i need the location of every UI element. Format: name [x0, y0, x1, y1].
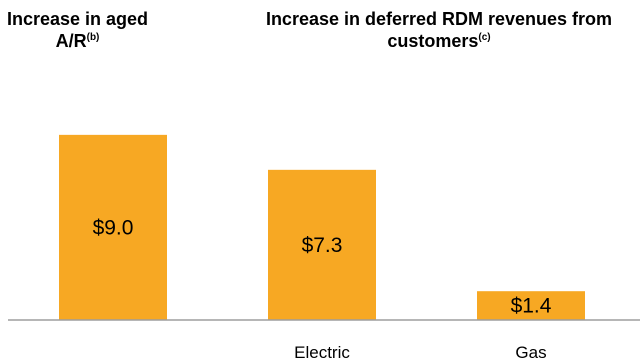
bar-electric [268, 169, 376, 320]
aged-ar-heading-text: Increase in aged A/R [6, 9, 149, 51]
aged-ar-heading: Increase in aged A/R(b) [0, 8, 155, 52]
deferred-rdm-footnote-marker: (c) [478, 32, 491, 43]
category-label-gas: Gas [515, 343, 546, 362]
bar-aged-ar [59, 134, 167, 320]
value-label-gas: $1.4 [511, 295, 552, 318]
deferred-rdm-heading: Increase in deferred RDM revenues from c… [214, 8, 644, 52]
category-label-electric: Electric [294, 343, 350, 362]
bar-gas [477, 291, 585, 320]
value-label-electric: $7.3 [302, 234, 343, 257]
deferred-rdm-heading-text: Increase in deferred RDM revenues from c… [265, 9, 613, 51]
aged-ar-footnote-marker: (b) [86, 32, 100, 43]
value-label-aged-ar: $9.0 [93, 216, 134, 239]
